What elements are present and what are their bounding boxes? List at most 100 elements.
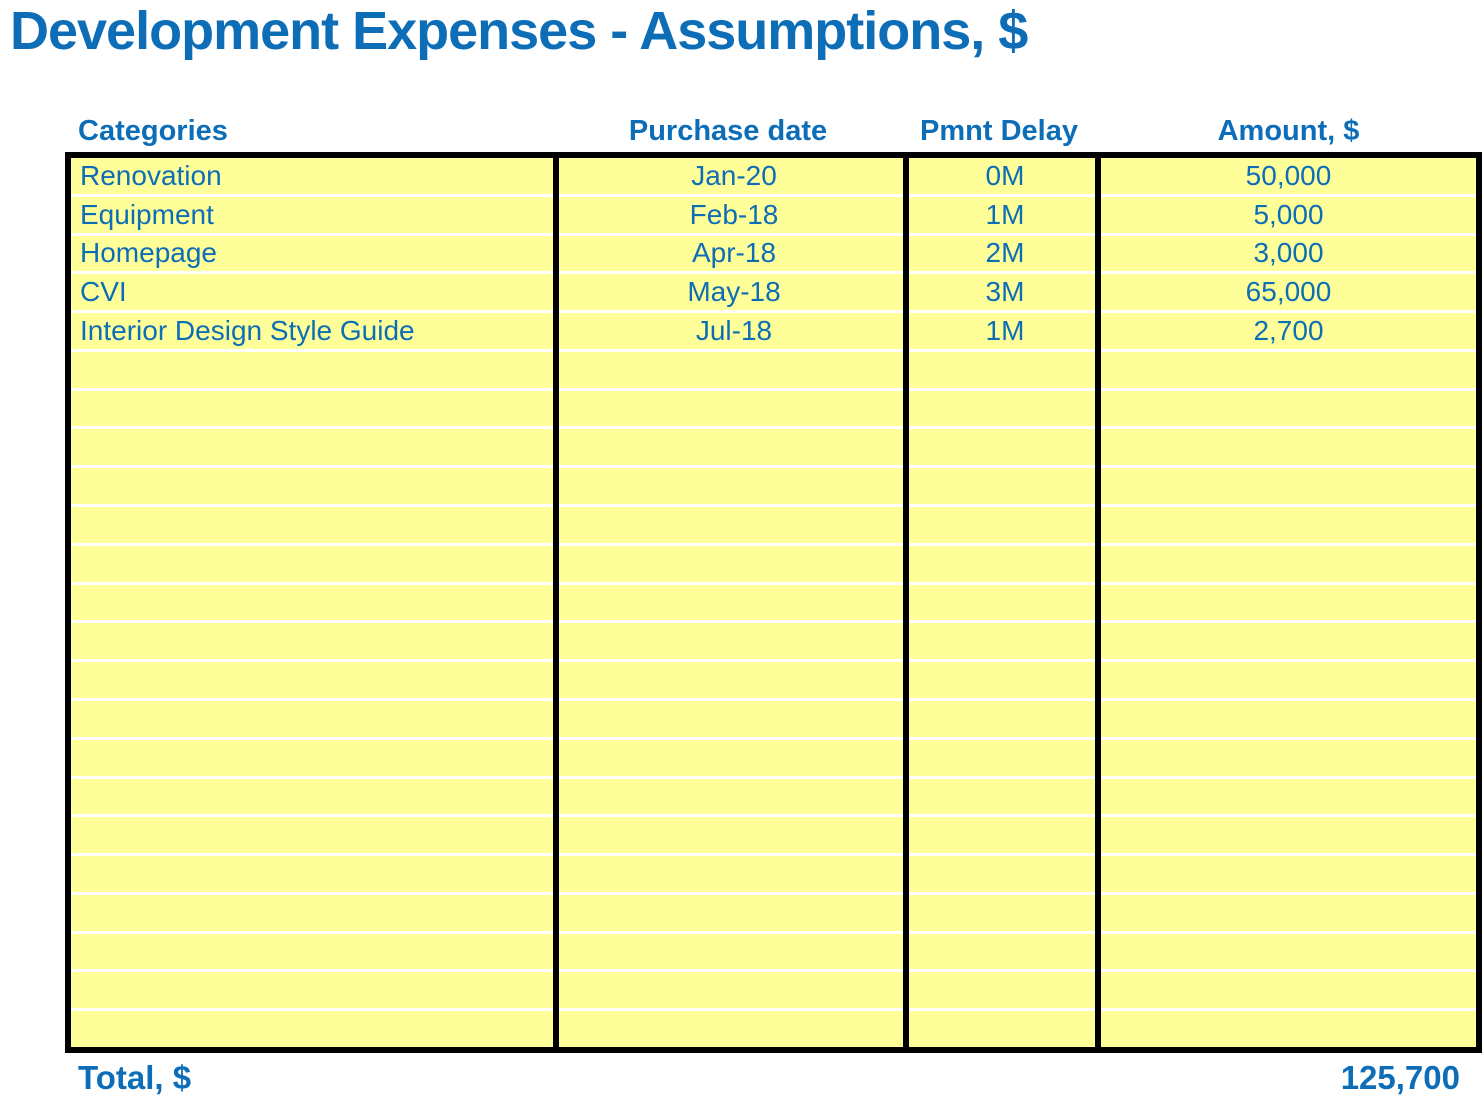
cell-category[interactable]: Homepage [80,237,217,269]
table-row: CVI May-18 3M 65,000 [71,274,1476,314]
cell-empty[interactable] [71,391,559,427]
cell-empty[interactable] [1101,429,1476,465]
cell-empty[interactable] [909,1011,1101,1047]
cell-empty[interactable] [909,391,1101,427]
cell-amount[interactable]: 50,000 [1245,159,1332,191]
cell-empty[interactable] [1101,740,1476,776]
cell-empty[interactable] [559,972,909,1008]
cell-empty[interactable] [71,585,559,621]
cell-empty[interactable] [71,623,559,659]
cell-empty[interactable] [909,972,1101,1008]
cell-pmnt-delay[interactable]: 0M [985,159,1025,191]
cell-empty[interactable] [1101,546,1476,582]
cell-empty[interactable] [909,585,1101,621]
cell-amount[interactable]: 5,000 [1253,198,1324,230]
cell-empty[interactable] [559,779,909,815]
cell-category[interactable]: Renovation [80,159,222,191]
cell-purchase-date[interactable]: Feb-18 [689,198,779,230]
cell-empty[interactable] [1101,623,1476,659]
cell-empty[interactable] [909,546,1101,582]
cell-category[interactable]: Interior Design Style Guide [80,315,415,347]
cell-pmnt-delay[interactable]: 2M [985,237,1025,269]
cell-empty[interactable] [559,701,909,737]
cell-empty[interactable] [1101,972,1476,1008]
cell-empty[interactable] [71,817,559,853]
cell-empty[interactable] [71,895,559,931]
cell-category[interactable]: Equipment [80,198,214,230]
cell-empty[interactable] [559,546,909,582]
cell-empty[interactable] [909,895,1101,931]
cell-purchase-date[interactable]: Apr-18 [691,237,777,269]
cell-empty[interactable] [71,701,559,737]
cell-empty[interactable] [1101,779,1476,815]
cell-empty[interactable] [909,507,1101,543]
cell-empty[interactable] [71,546,559,582]
cell-empty[interactable] [559,856,909,892]
cell-pmnt-delay[interactable]: 3M [985,276,1025,308]
cell-empty[interactable] [1101,895,1476,931]
cell-empty[interactable] [1101,1011,1476,1047]
cell-empty[interactable] [559,662,909,698]
cell-empty[interactable] [71,662,559,698]
cell-pmnt-delay[interactable]: 1M [985,198,1025,230]
column-divider [553,158,559,1047]
cell-empty[interactable] [909,662,1101,698]
cell-empty[interactable] [559,507,909,543]
cell-empty[interactable] [71,856,559,892]
cell-category[interactable]: CVI [80,276,127,308]
cell-empty[interactable] [1101,856,1476,892]
cell-empty[interactable] [559,623,909,659]
cell-empty[interactable] [909,856,1101,892]
cell-empty[interactable] [1101,934,1476,970]
cell-empty[interactable] [71,468,559,504]
cell-amount[interactable]: 2,700 [1253,315,1324,347]
table-row [71,817,1476,857]
cell-empty[interactable] [1101,701,1476,737]
cell-empty[interactable] [559,585,909,621]
cell-amount[interactable]: 3,000 [1253,237,1324,269]
cell-empty[interactable] [1101,585,1476,621]
cell-empty[interactable] [559,1011,909,1047]
cell-empty[interactable] [909,429,1101,465]
cell-empty[interactable] [559,429,909,465]
cell-empty[interactable] [1101,662,1476,698]
cell-empty[interactable] [71,429,559,465]
cell-empty[interactable] [71,740,559,776]
cell-empty[interactable] [559,468,909,504]
cell-empty[interactable] [559,391,909,427]
cell-empty[interactable] [1101,507,1476,543]
cell-empty[interactable] [1101,352,1476,388]
cell-empty[interactable] [909,701,1101,737]
cell-empty[interactable] [909,934,1101,970]
cell-empty[interactable] [71,934,559,970]
table-row [71,856,1476,895]
cell-empty[interactable] [71,1011,559,1047]
cell-empty[interactable] [71,779,559,815]
cell-empty[interactable] [1101,468,1476,504]
cell-empty[interactable] [909,468,1101,504]
cell-empty[interactable] [909,623,1101,659]
cell-empty[interactable] [559,817,909,853]
cell-purchase-date[interactable]: May-18 [687,276,781,308]
column-divider [903,158,909,1047]
cell-empty[interactable] [909,352,1101,388]
cell-pmnt-delay[interactable]: 1M [985,315,1025,347]
cell-empty[interactable] [71,972,559,1008]
cell-empty[interactable] [909,740,1101,776]
cell-empty[interactable] [1101,817,1476,853]
cell-empty[interactable] [909,779,1101,815]
table-row [71,507,1476,546]
cell-empty[interactable] [559,934,909,970]
cell-purchase-date[interactable]: Jan-20 [691,159,777,191]
cell-empty[interactable] [559,740,909,776]
total-row: Total, $ 125,700 [65,1056,1482,1100]
cell-empty[interactable] [559,895,909,931]
cell-empty[interactable] [1101,391,1476,427]
cell-amount[interactable]: 65,000 [1245,276,1332,308]
cell-purchase-date[interactable]: Jul-18 [695,315,773,347]
cell-empty[interactable] [71,507,559,543]
cell-empty[interactable] [71,352,559,388]
assumptions-table: Renovation Jan-20 0M 50,000 Equipment Fe… [65,152,1482,1053]
cell-empty[interactable] [559,352,909,388]
cell-empty[interactable] [909,817,1101,853]
